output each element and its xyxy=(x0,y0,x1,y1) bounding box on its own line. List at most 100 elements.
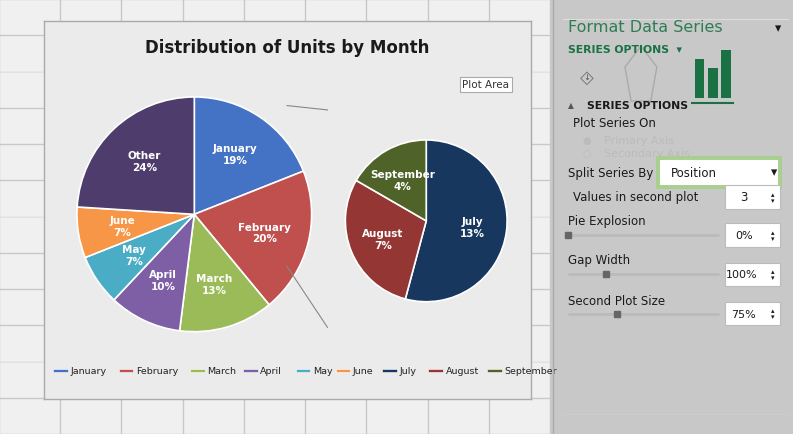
Text: ▾: ▾ xyxy=(775,22,781,35)
Bar xyxy=(184,1,243,36)
Bar xyxy=(0,362,60,398)
Bar xyxy=(61,109,121,145)
Bar xyxy=(190,369,205,372)
Text: Distribution of Units by Month: Distribution of Units by Month xyxy=(145,39,430,57)
Bar xyxy=(122,145,182,181)
Bar xyxy=(306,362,366,398)
Bar xyxy=(61,1,121,36)
Bar xyxy=(490,290,550,326)
Bar xyxy=(335,369,351,372)
Wedge shape xyxy=(85,215,194,300)
FancyBboxPatch shape xyxy=(725,263,780,286)
Bar xyxy=(122,109,182,145)
Text: March
13%: March 13% xyxy=(197,274,232,295)
Bar xyxy=(122,218,182,253)
Wedge shape xyxy=(405,141,507,302)
Text: ○: ○ xyxy=(583,149,592,159)
Bar xyxy=(61,37,121,72)
Wedge shape xyxy=(77,207,194,258)
Text: SERIES OPTIONS: SERIES OPTIONS xyxy=(587,101,688,110)
Text: 75%: 75% xyxy=(731,309,757,319)
Text: April
10%: April 10% xyxy=(149,270,178,291)
Bar xyxy=(119,369,133,372)
Text: July
13%: July 13% xyxy=(460,217,485,238)
Bar xyxy=(61,290,121,326)
Bar xyxy=(184,182,243,217)
Text: Plot Series On: Plot Series On xyxy=(573,117,656,130)
Bar xyxy=(367,254,427,289)
Text: March: March xyxy=(208,366,236,375)
Bar xyxy=(184,109,243,145)
Text: Pie Explosion: Pie Explosion xyxy=(568,215,646,228)
Text: ▾: ▾ xyxy=(771,274,775,280)
Bar xyxy=(243,369,258,372)
Wedge shape xyxy=(346,181,427,299)
Bar xyxy=(306,254,366,289)
Bar xyxy=(61,399,121,434)
Text: ●: ● xyxy=(583,136,592,145)
Bar xyxy=(306,218,366,253)
Bar xyxy=(61,73,121,108)
Bar xyxy=(184,362,243,398)
Bar xyxy=(367,182,427,217)
Bar xyxy=(367,399,427,434)
Bar xyxy=(429,182,488,217)
Bar xyxy=(367,73,427,108)
Text: Position: Position xyxy=(671,166,717,179)
Bar xyxy=(122,73,182,108)
Text: ◇: ◇ xyxy=(580,68,594,86)
Bar xyxy=(367,37,427,72)
Bar xyxy=(367,290,427,326)
FancyBboxPatch shape xyxy=(725,185,780,210)
Bar xyxy=(367,326,427,362)
Bar xyxy=(695,60,704,99)
Text: ▴: ▴ xyxy=(771,268,775,274)
FancyBboxPatch shape xyxy=(725,302,780,326)
Bar xyxy=(306,145,366,181)
Bar xyxy=(367,218,427,253)
Bar xyxy=(0,326,60,362)
Bar xyxy=(429,218,488,253)
Bar xyxy=(0,1,60,36)
Bar xyxy=(429,37,488,72)
Text: April: April xyxy=(260,366,282,375)
Bar xyxy=(490,218,550,253)
Bar xyxy=(306,73,366,108)
Text: ▴: ▴ xyxy=(771,191,775,197)
Bar xyxy=(306,290,366,326)
Bar xyxy=(306,109,366,145)
Bar xyxy=(184,37,243,72)
Text: January
19%: January 19% xyxy=(213,144,258,165)
Bar xyxy=(122,326,182,362)
Bar xyxy=(184,145,243,181)
Bar xyxy=(721,51,730,99)
Text: Gap Width: Gap Width xyxy=(568,254,630,267)
Bar xyxy=(429,326,488,362)
Bar xyxy=(306,182,366,217)
Bar xyxy=(0,109,60,145)
Wedge shape xyxy=(194,98,304,215)
Bar xyxy=(490,399,550,434)
Bar xyxy=(0,218,60,253)
Text: Format Data Series: Format Data Series xyxy=(568,20,722,34)
Text: ▴: ▴ xyxy=(771,229,775,235)
Bar xyxy=(61,145,121,181)
Bar xyxy=(0,399,60,434)
Bar xyxy=(367,1,427,36)
Text: ▾: ▾ xyxy=(771,235,775,241)
Bar xyxy=(245,290,305,326)
Text: ▾: ▾ xyxy=(771,197,775,204)
Bar xyxy=(0,145,60,181)
Text: August: August xyxy=(446,366,479,375)
Text: 3: 3 xyxy=(740,191,748,204)
Bar xyxy=(245,109,305,145)
Bar xyxy=(122,254,182,289)
Text: Split Series By: Split Series By xyxy=(568,167,653,180)
Bar xyxy=(367,362,427,398)
Bar xyxy=(245,254,305,289)
Text: February
20%: February 20% xyxy=(239,222,291,243)
Bar xyxy=(0,37,60,72)
Text: July: July xyxy=(399,366,416,375)
Bar xyxy=(245,1,305,36)
Bar xyxy=(245,182,305,217)
